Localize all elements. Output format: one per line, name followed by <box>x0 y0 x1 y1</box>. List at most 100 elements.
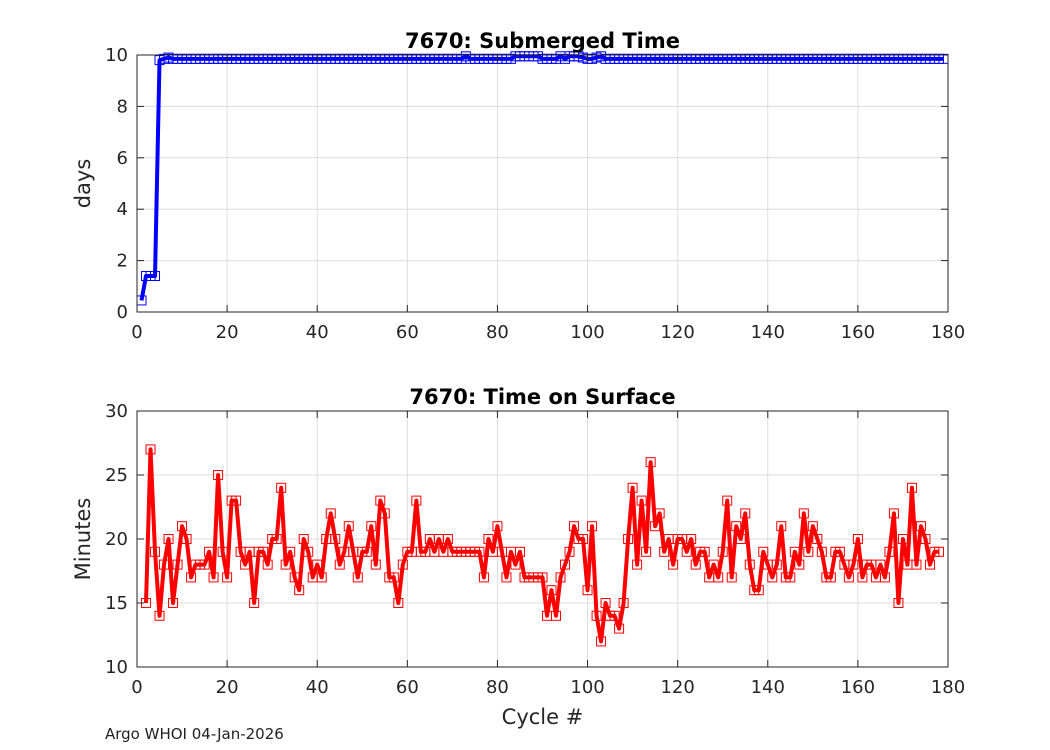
chart2-point-174 <box>915 521 926 532</box>
chart1-ytick-label-0: 0 <box>117 302 128 323</box>
chart1-ytick-label-2: 4 <box>117 199 128 220</box>
chart2-point-135 <box>740 508 751 519</box>
chart2-xtick-label-2: 40 <box>306 677 329 698</box>
chart1-xtick-label-7: 140 <box>751 322 785 343</box>
chart2-point-150 <box>807 521 818 532</box>
chart2-point-90 <box>537 572 548 583</box>
chart2-xtick-label-0: 0 <box>131 677 142 698</box>
chart2-point-22 <box>231 495 242 506</box>
chart1-xtick-label-8: 160 <box>841 322 875 343</box>
chart2-ytick-label-0: 10 <box>105 657 128 678</box>
chart2-point-53 <box>370 559 381 570</box>
chart2-point-57 <box>388 572 399 583</box>
chart2-point-129 <box>713 572 724 583</box>
chart2-point-19 <box>217 546 228 557</box>
chart2-point-170 <box>897 534 908 544</box>
chart2-point-20 <box>222 572 233 583</box>
chart2-markers <box>141 444 944 647</box>
chart1-ytick-label-5: 10 <box>105 45 128 66</box>
chart2-point-147 <box>794 559 805 570</box>
chart2-xtick-label-3: 60 <box>396 677 419 698</box>
chart1-xtick-label-1: 20 <box>216 322 239 343</box>
chart2-point-32 <box>276 482 287 493</box>
chart2-point-145 <box>785 572 796 583</box>
chart1: 0 20 40 60 80 100 120 140 160 180 0 2 4 6 8 10 7670: Sub… <box>71 29 965 343</box>
chart2-point-110 <box>627 482 638 493</box>
chart2-xtick-label-4: 80 <box>486 677 509 698</box>
chart2-point-26 <box>249 598 260 608</box>
chart2-point-142 <box>771 559 782 570</box>
chart2-point-33 <box>280 559 291 570</box>
chart2-ytick-label-4: 30 <box>105 401 128 422</box>
chart2-point-12 <box>186 572 197 583</box>
chart2-point-96 <box>564 546 575 557</box>
chart2-xtick-label-6: 120 <box>660 677 694 698</box>
chart2-point-59 <box>397 559 408 570</box>
chart2-point-10 <box>177 521 188 532</box>
chart2-point-45 <box>334 559 345 570</box>
chart2-point-148 <box>798 508 809 519</box>
chart2-point-101 <box>587 521 598 532</box>
chart2-point-167 <box>884 546 895 557</box>
chart2-point-109 <box>623 534 634 544</box>
chart1-axes-box <box>136 54 949 313</box>
chart2-point-154 <box>825 572 836 583</box>
chart2-point-6 <box>159 559 170 570</box>
chart2-point-93 <box>551 610 562 621</box>
chart2-point-119 <box>668 559 679 570</box>
chart2-point-76 <box>474 546 485 557</box>
chart2-point-122 <box>681 546 692 557</box>
chart1-ylabel: days <box>71 159 95 209</box>
chart2-point-117 <box>659 546 670 557</box>
chart2-point-139 <box>758 546 769 557</box>
chart2-point-92 <box>546 585 557 596</box>
chart2-point-41 <box>316 572 327 583</box>
chart2-ytick-label-3: 25 <box>105 465 128 486</box>
chart1-plot-area <box>137 55 948 312</box>
chart2-point-168 <box>888 508 899 519</box>
chart2-point-80 <box>492 521 503 532</box>
chart2-point-133 <box>731 521 742 532</box>
chart2-point-106 <box>609 610 620 621</box>
chart2-point-156 <box>834 546 845 557</box>
chart2-point-5 <box>154 610 165 621</box>
chart2-xtick-label-9: 180 <box>931 677 965 698</box>
chart2-point-123 <box>686 534 697 544</box>
chart2-point-52 <box>366 521 377 532</box>
chart2-ylabel: Minutes <box>71 498 95 581</box>
chart2-point-159 <box>848 559 859 570</box>
chart1-point-4 <box>150 271 161 282</box>
chart1-xtick-label-0: 0 <box>131 322 142 343</box>
chart2-point-35 <box>289 572 300 583</box>
chart2-point-78 <box>483 534 494 544</box>
chart2-point-113 <box>641 546 652 557</box>
chart2-point-9 <box>172 559 183 570</box>
chart2-point-69 <box>442 534 453 544</box>
chart2-point-151 <box>812 534 823 544</box>
chart2-point-34 <box>285 546 296 557</box>
chart2-point-131 <box>722 495 733 506</box>
chart2-point-160 <box>852 534 863 544</box>
chart2-point-104 <box>600 598 611 608</box>
chart2-point-58 <box>393 598 404 608</box>
chart2-point-44 <box>330 534 341 544</box>
chart2-point-62 <box>411 495 422 506</box>
chart2-xtick-label-1: 20 <box>216 677 239 698</box>
chart2-point-166 <box>879 572 890 583</box>
chart2-point-124 <box>690 559 701 570</box>
chart2-point-146 <box>789 546 800 557</box>
chart2-point-3 <box>145 444 156 455</box>
chart2-point-49 <box>352 572 363 583</box>
chart2-point-15 <box>199 559 210 570</box>
chart2-point-17 <box>208 572 219 583</box>
chart2-point-141 <box>767 572 778 583</box>
chart2-point-152 <box>816 546 827 557</box>
chart1-ytick-label-3: 6 <box>117 148 128 169</box>
chart2-point-99 <box>578 534 589 544</box>
chart2-point-116 <box>654 508 665 519</box>
chart2-point-114 <box>645 457 656 468</box>
chart2-xtick-label-7: 140 <box>751 677 785 698</box>
chart2-ytick-label-1: 15 <box>105 593 128 614</box>
chart2-xtick-label-8: 160 <box>841 677 875 698</box>
